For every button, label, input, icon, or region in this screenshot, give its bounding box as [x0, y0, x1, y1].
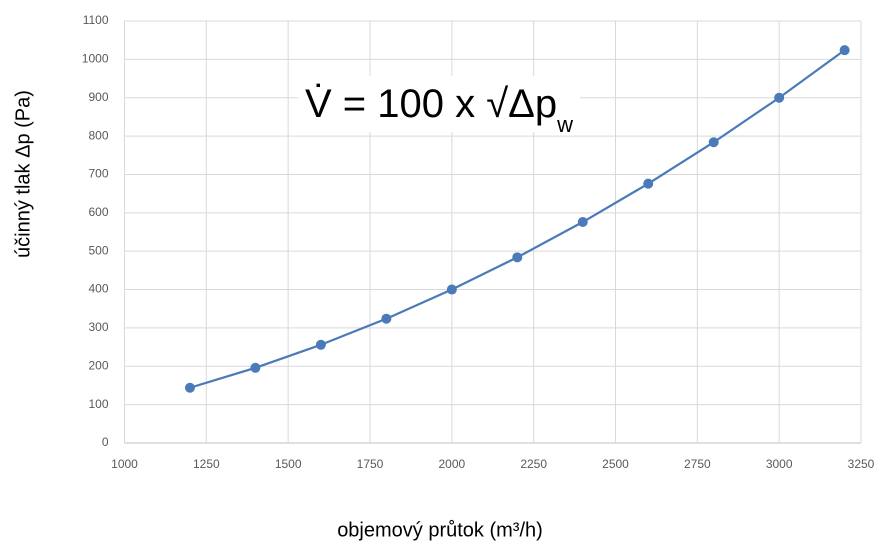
data-point: [184, 382, 195, 393]
data-point: [250, 362, 261, 373]
data-point: [708, 137, 719, 148]
data-point: [577, 217, 588, 228]
data-point: [381, 313, 392, 324]
x-tick-label: 1000: [111, 457, 138, 471]
annotation: V̇ = 100 x √Δpw: [305, 82, 573, 137]
y-tick-label: 900: [88, 90, 108, 104]
data-point: [512, 252, 523, 263]
y-tick-label: 200: [88, 358, 108, 372]
x-tick-label: 3000: [766, 457, 793, 471]
x-tick-label: 1250: [193, 457, 220, 471]
y-tick-label: 100: [88, 397, 108, 411]
x-tick-label: 1750: [357, 457, 384, 471]
data-point: [446, 284, 457, 295]
y-tick-label: 1000: [82, 52, 109, 66]
data-point: [774, 92, 785, 103]
data-point: [315, 339, 326, 350]
data-point: [839, 45, 850, 56]
y-tick-label: 600: [88, 205, 108, 219]
y-tick-label: 0: [102, 435, 109, 449]
x-tick-label: 2250: [520, 457, 547, 471]
x-tick-label: 1500: [275, 457, 302, 471]
x-axis-label: objemový průtok (m³/h): [337, 519, 543, 541]
y-tick-label: 500: [88, 243, 108, 257]
y-tick-label: 400: [88, 282, 108, 296]
y-tick-label: 1100: [83, 13, 109, 27]
x-tick-label: 3250: [848, 457, 875, 471]
y-axis-label: účinný tlak Δp (Pa): [12, 90, 34, 258]
y-tick-label: 800: [88, 128, 108, 142]
annotation-text: V̇ = 100 x √Δp: [305, 82, 557, 126]
x-tick-label: 2000: [438, 457, 465, 471]
x-tick-label: 2500: [602, 457, 629, 471]
y-tick-label: 700: [88, 167, 108, 181]
y-tick-label: 300: [88, 320, 108, 334]
annotation-box: [298, 76, 580, 132]
annotation-subscript: w: [556, 112, 573, 137]
x-tick-label: 2750: [684, 457, 711, 471]
data-point: [643, 178, 654, 189]
